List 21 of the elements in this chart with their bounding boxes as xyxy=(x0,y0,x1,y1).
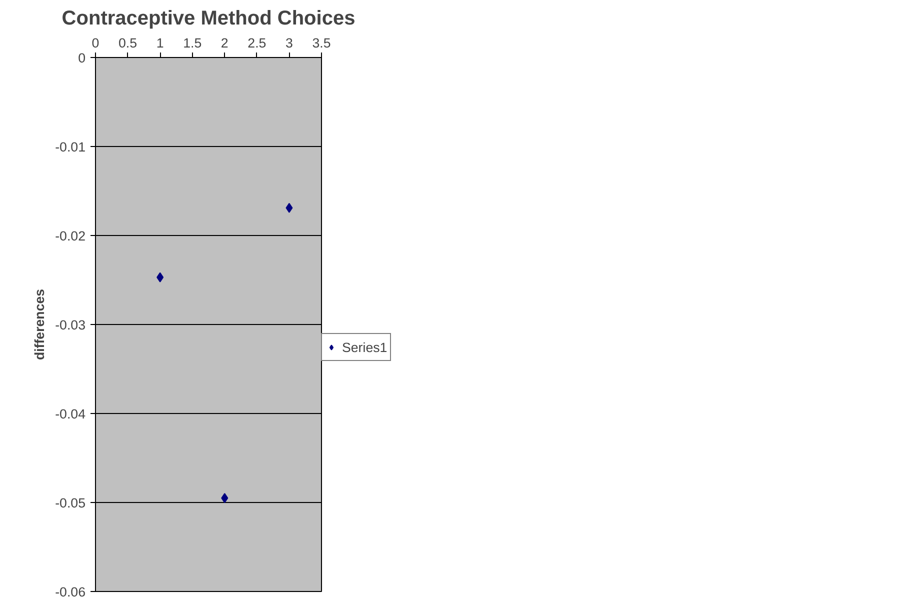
y-axis-title: differences xyxy=(32,288,48,360)
point xyxy=(156,272,164,282)
x-tick-label: 3 xyxy=(286,36,293,50)
x-tick-label: 2 xyxy=(220,36,228,50)
x-tick-label: 1.5 xyxy=(183,36,202,50)
y-tick-label: -0.05 xyxy=(55,496,86,510)
point xyxy=(221,493,228,504)
chart-title: Contraceptive Method Choices xyxy=(62,8,356,30)
x-tick-label: 2.5 xyxy=(248,36,266,50)
x-tick-label: 0 xyxy=(92,36,100,50)
legend-label: Series1 xyxy=(342,340,388,354)
point xyxy=(286,202,293,213)
y-tick-label: -0.04 xyxy=(55,406,86,422)
x-tick-label: 0.5 xyxy=(118,36,138,50)
x-tick-label: 3.5 xyxy=(312,36,331,50)
y-tick-label: 0 xyxy=(78,50,86,66)
y-tick-label: -0.03 xyxy=(55,318,86,332)
y-tick-label: -0.02 xyxy=(55,228,86,244)
y-tick-label: -0.06 xyxy=(55,584,86,600)
x-tick-label: 1 xyxy=(156,36,164,50)
y-tick-label: -0.01 xyxy=(55,140,86,154)
